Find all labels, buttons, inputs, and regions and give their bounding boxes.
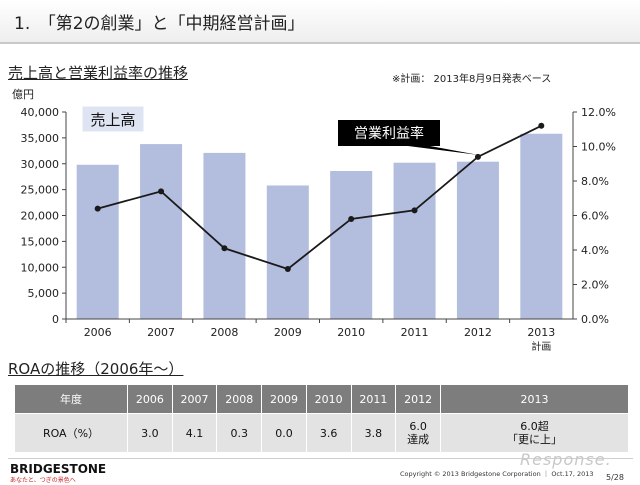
y-left-tick-label: 35,000 — [21, 132, 60, 145]
y-left-tick-label: 10,000 — [21, 261, 60, 274]
roa-header-cell: 2007 — [171, 384, 218, 414]
operating-margin-point — [284, 265, 291, 272]
roa-value-cell: 0.0 — [261, 413, 307, 453]
roa-header-cell: 2006 — [127, 384, 173, 414]
brand-logo: BRIDGESTONE — [10, 462, 107, 476]
copyright-text: Copyright © 2013 Bridgestone Corporation… — [400, 470, 594, 478]
operating-margin-point — [474, 153, 481, 160]
sales-legend-box — [81, 105, 145, 133]
margin-callout-label: 営業利益率 — [354, 125, 424, 142]
y-right-tick-label: 8.0% — [581, 175, 609, 188]
operating-margin-point — [94, 205, 101, 212]
sales-legend-label: 売上高 — [90, 111, 135, 129]
roa-header-cell: 2010 — [305, 384, 352, 414]
slide-title: 1. 「第2の創業」と「中期経営計画」 — [14, 14, 305, 34]
operating-margin-point — [158, 188, 165, 195]
footer-divider — [8, 458, 633, 459]
y-right-tick-label: 12.0% — [581, 106, 616, 119]
y-left-tick-label: 20,000 — [21, 210, 60, 223]
chart-section-title: 売上高と営業利益率の推移 — [8, 64, 189, 82]
x-tick-label: 2012 — [464, 326, 492, 339]
operating-margin-point — [538, 122, 545, 129]
operating-margin-point — [348, 215, 355, 222]
roa-header-cell: 2008 — [216, 384, 263, 414]
margin-callout-box — [338, 120, 440, 146]
y-left-tick-label: 15,000 — [21, 235, 60, 248]
roa-value-cell: 6.0 達成 — [395, 413, 441, 453]
x-tick-label: 2013 — [527, 326, 555, 339]
roa-header-cell: 2013 — [440, 384, 629, 414]
margin-callout-pointer — [408, 146, 478, 155]
roa-header-row: 年度 2006 2007 2008 2009 2010 2011 2012 20… — [14, 384, 629, 414]
plan-basis-note: ※計画： 2013年8月9日発表ベース — [392, 74, 552, 85]
y-right-tick-label: 6.0% — [581, 210, 609, 223]
roa-header-cell: 2009 — [261, 384, 307, 414]
y-right-tick-label: 2.0% — [581, 279, 609, 292]
operating-margin-point — [221, 245, 228, 252]
x-tick-label: 2009 — [274, 326, 302, 339]
operating-margin-point — [411, 207, 418, 214]
roa-header-cell: 2011 — [350, 384, 397, 414]
roa-value-cell: 6.0超 「更に上」 — [440, 413, 629, 453]
roa-table: 年度 2006 2007 2008 2009 2010 2011 2012 20… — [14, 384, 629, 453]
roa-row-label: ROA（%） — [14, 413, 128, 453]
y-left-tick-label: 40,000 — [21, 106, 60, 119]
page-number: 5/28 — [606, 473, 624, 482]
x-tick-label: 2008 — [210, 326, 238, 339]
slide-header: 1. 「第2の創業」と「中期経営計画」 — [0, 0, 640, 44]
roa-value-cell: 0.3 — [216, 413, 263, 453]
x-tick-label: 2011 — [401, 326, 429, 339]
roa-value-cell: 3.6 — [305, 413, 352, 453]
bar — [330, 170, 373, 319]
bar — [456, 161, 499, 319]
brand-tagline: あなたと、つぎの景色へ — [10, 477, 76, 484]
x-tick-label: 2007 — [147, 326, 175, 339]
response-watermark: Response. — [520, 450, 612, 469]
y-right-tick-label: 4.0% — [581, 244, 609, 257]
x-tick-label: 2006 — [84, 326, 112, 339]
y-left-tick-label: 25,000 — [21, 184, 60, 197]
roa-value-cell: 3.8 — [350, 413, 397, 453]
roa-value-cell: 3.0 — [127, 413, 173, 453]
bar — [520, 133, 563, 319]
y-right-tick-label: 0.0% — [581, 313, 609, 326]
y-left-tick-label: 0 — [52, 313, 59, 326]
x-tick-label: 2010 — [337, 326, 365, 339]
roa-value-row: ROA（%） 3.0 4.1 0.3 0.0 3.6 3.8 6.0 達成 6.… — [14, 413, 629, 453]
bar — [140, 144, 183, 319]
y-left-tick-label: 30,000 — [21, 158, 60, 171]
roa-header-cell: 2012 — [395, 384, 441, 414]
y-left-tick-label: 5,000 — [28, 287, 60, 300]
roa-value-cell: 4.1 — [171, 413, 218, 453]
operating-margin-line — [97, 124, 542, 270]
bar — [393, 162, 436, 319]
x-tick-sublabel: 計画 — [531, 340, 551, 353]
sales-and-margin-chart: 0 5,000 10,000 15,000 20,000 25,000 30,000 35,0… — [12, 88, 616, 353]
y-left-axis-label: 億円 — [12, 88, 34, 101]
bar — [76, 164, 119, 319]
roa-header-cell: 年度 — [14, 384, 128, 414]
y-right-tick-label: 10.0% — [581, 141, 616, 154]
roa-section-title: ROAの推移（2006年～） — [8, 360, 184, 378]
bar — [266, 185, 309, 319]
